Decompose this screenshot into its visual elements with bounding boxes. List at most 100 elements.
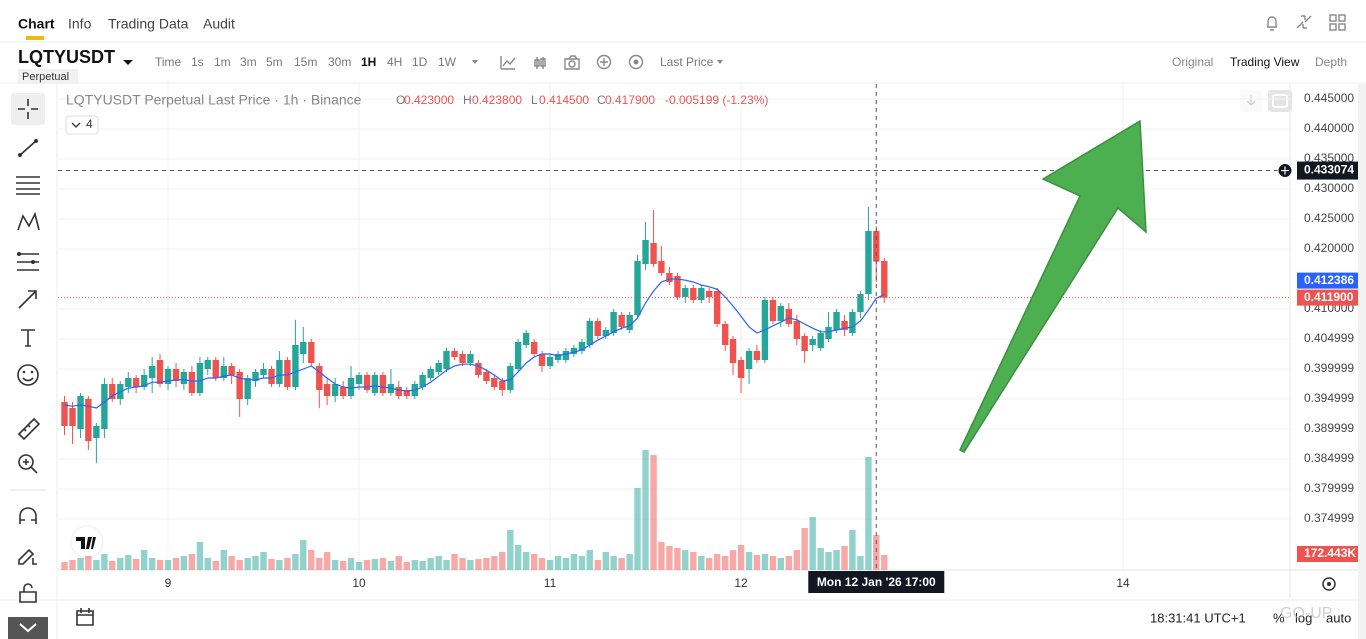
symbol[interactable]: LQTYUSDT bbox=[18, 47, 115, 67]
candle-body bbox=[801, 336, 808, 351]
volume-bar bbox=[865, 457, 872, 570]
candle-body bbox=[777, 306, 784, 321]
volume-bar bbox=[650, 455, 657, 570]
last-price-badge bbox=[1297, 289, 1358, 306]
volume-bar bbox=[355, 562, 363, 570]
candle-body bbox=[475, 363, 482, 375]
volume-bar bbox=[522, 552, 530, 570]
volume-bar bbox=[204, 558, 211, 570]
interval[interactable]: 30m bbox=[328, 55, 351, 69]
drawing-tools[interactable] bbox=[8, 93, 48, 639]
volume-bar bbox=[268, 559, 275, 570]
volume-bar bbox=[546, 560, 554, 570]
candle-body bbox=[610, 312, 617, 333]
contract-badge bbox=[18, 69, 78, 84]
candle-body bbox=[841, 321, 848, 330]
volume-bar bbox=[570, 554, 578, 570]
interval[interactable]: 1H bbox=[361, 55, 376, 69]
add-alert-plus bbox=[1281, 166, 1289, 175]
interval[interactable]: 1D bbox=[412, 55, 428, 69]
volume-bar bbox=[873, 535, 880, 570]
candle-body bbox=[164, 369, 172, 384]
view-option[interactable]: Original bbox=[1172, 55, 1213, 69]
volume-bar bbox=[849, 530, 856, 570]
chart-controls[interactable] bbox=[1240, 90, 1336, 591]
interval[interactable]: 1W bbox=[438, 55, 457, 69]
price-source[interactable]: Last Price bbox=[660, 55, 714, 69]
volume-bar bbox=[451, 554, 458, 570]
scale-option[interactable]: auto bbox=[1326, 610, 1351, 625]
volume-bar bbox=[785, 556, 792, 570]
candle-body bbox=[196, 363, 204, 393]
tab[interactable]: Trading Data bbox=[108, 16, 189, 32]
volume-bar bbox=[833, 550, 840, 570]
ohlc-key: C bbox=[597, 93, 606, 107]
candle-body bbox=[857, 294, 864, 312]
candle-body bbox=[180, 372, 188, 384]
view-option[interactable]: Depth bbox=[1315, 55, 1347, 69]
volume-bar bbox=[610, 556, 617, 570]
y-tick-label: 0.389999 bbox=[1304, 421, 1354, 435]
candle-body bbox=[769, 300, 777, 321]
volume-bar bbox=[347, 558, 355, 570]
volume-bar bbox=[698, 556, 705, 570]
candle-body bbox=[570, 348, 578, 354]
tab[interactable]: Chart bbox=[18, 16, 55, 32]
volume-bar bbox=[562, 558, 570, 570]
date-range-icon[interactable] bbox=[76, 608, 94, 626]
y-tick-label: 0.440000 bbox=[1304, 121, 1354, 135]
candle-body bbox=[347, 378, 355, 396]
candle-body bbox=[705, 291, 713, 297]
volume-bar bbox=[475, 559, 482, 570]
interval[interactable]: 3m bbox=[240, 55, 257, 69]
volume-bar bbox=[745, 552, 753, 570]
volume-bar bbox=[300, 540, 307, 570]
volume-bar bbox=[148, 558, 156, 570]
volume-bar bbox=[841, 546, 848, 570]
volume-bar bbox=[602, 552, 610, 570]
scale-option[interactable]: log bbox=[1295, 610, 1312, 625]
candle-body bbox=[642, 240, 649, 264]
volume-bar bbox=[666, 546, 673, 570]
interval[interactable]: 1m bbox=[214, 55, 231, 69]
interval[interactable]: Time bbox=[155, 55, 182, 69]
interval[interactable]: 15m bbox=[294, 55, 317, 69]
volume-bar bbox=[793, 550, 801, 570]
volume-badge bbox=[1297, 546, 1358, 562]
candle-body bbox=[483, 372, 490, 381]
candle-body bbox=[602, 330, 610, 336]
symbol-dropdown[interactable] bbox=[123, 60, 133, 65]
indicator-caret bbox=[71, 122, 81, 128]
scale-option[interactable]: % bbox=[1273, 610, 1285, 625]
toolbar-icons[interactable] bbox=[472, 54, 723, 70]
volume-bar bbox=[244, 558, 251, 570]
candle-body bbox=[323, 384, 331, 396]
crosshair-price: 0.433074 bbox=[1304, 163, 1354, 177]
view-option[interactable]: Trading View bbox=[1230, 55, 1300, 69]
candle-body bbox=[443, 351, 450, 369]
volume-bar bbox=[395, 556, 402, 570]
header-icons[interactable] bbox=[1267, 14, 1346, 31]
x-tick-label: 14 bbox=[1116, 576, 1130, 590]
volume-bar bbox=[658, 542, 665, 570]
interval[interactable]: 4H bbox=[387, 55, 402, 69]
candle-body bbox=[634, 261, 641, 315]
volume-bar bbox=[308, 550, 315, 570]
candle-body bbox=[379, 375, 387, 393]
scrollbar[interactable] bbox=[1358, 84, 1366, 639]
candle-body bbox=[316, 366, 323, 390]
y-tick-label: 0.445000 bbox=[1304, 91, 1354, 105]
y-tick-label: 0.420000 bbox=[1304, 241, 1354, 255]
tab[interactable]: Info bbox=[68, 16, 92, 32]
interval[interactable]: 1s bbox=[191, 55, 204, 69]
candle-body bbox=[849, 312, 856, 333]
candle-body bbox=[594, 321, 601, 336]
indicator-toggle[interactable] bbox=[65, 115, 99, 135]
volume-bar bbox=[538, 558, 546, 570]
candle-body bbox=[427, 369, 434, 378]
volume-bar bbox=[276, 560, 283, 570]
candle-body bbox=[244, 378, 251, 399]
tab[interactable]: Audit bbox=[203, 16, 235, 32]
x-tick-label: 11 bbox=[544, 576, 557, 590]
interval[interactable]: 5m bbox=[266, 55, 283, 69]
